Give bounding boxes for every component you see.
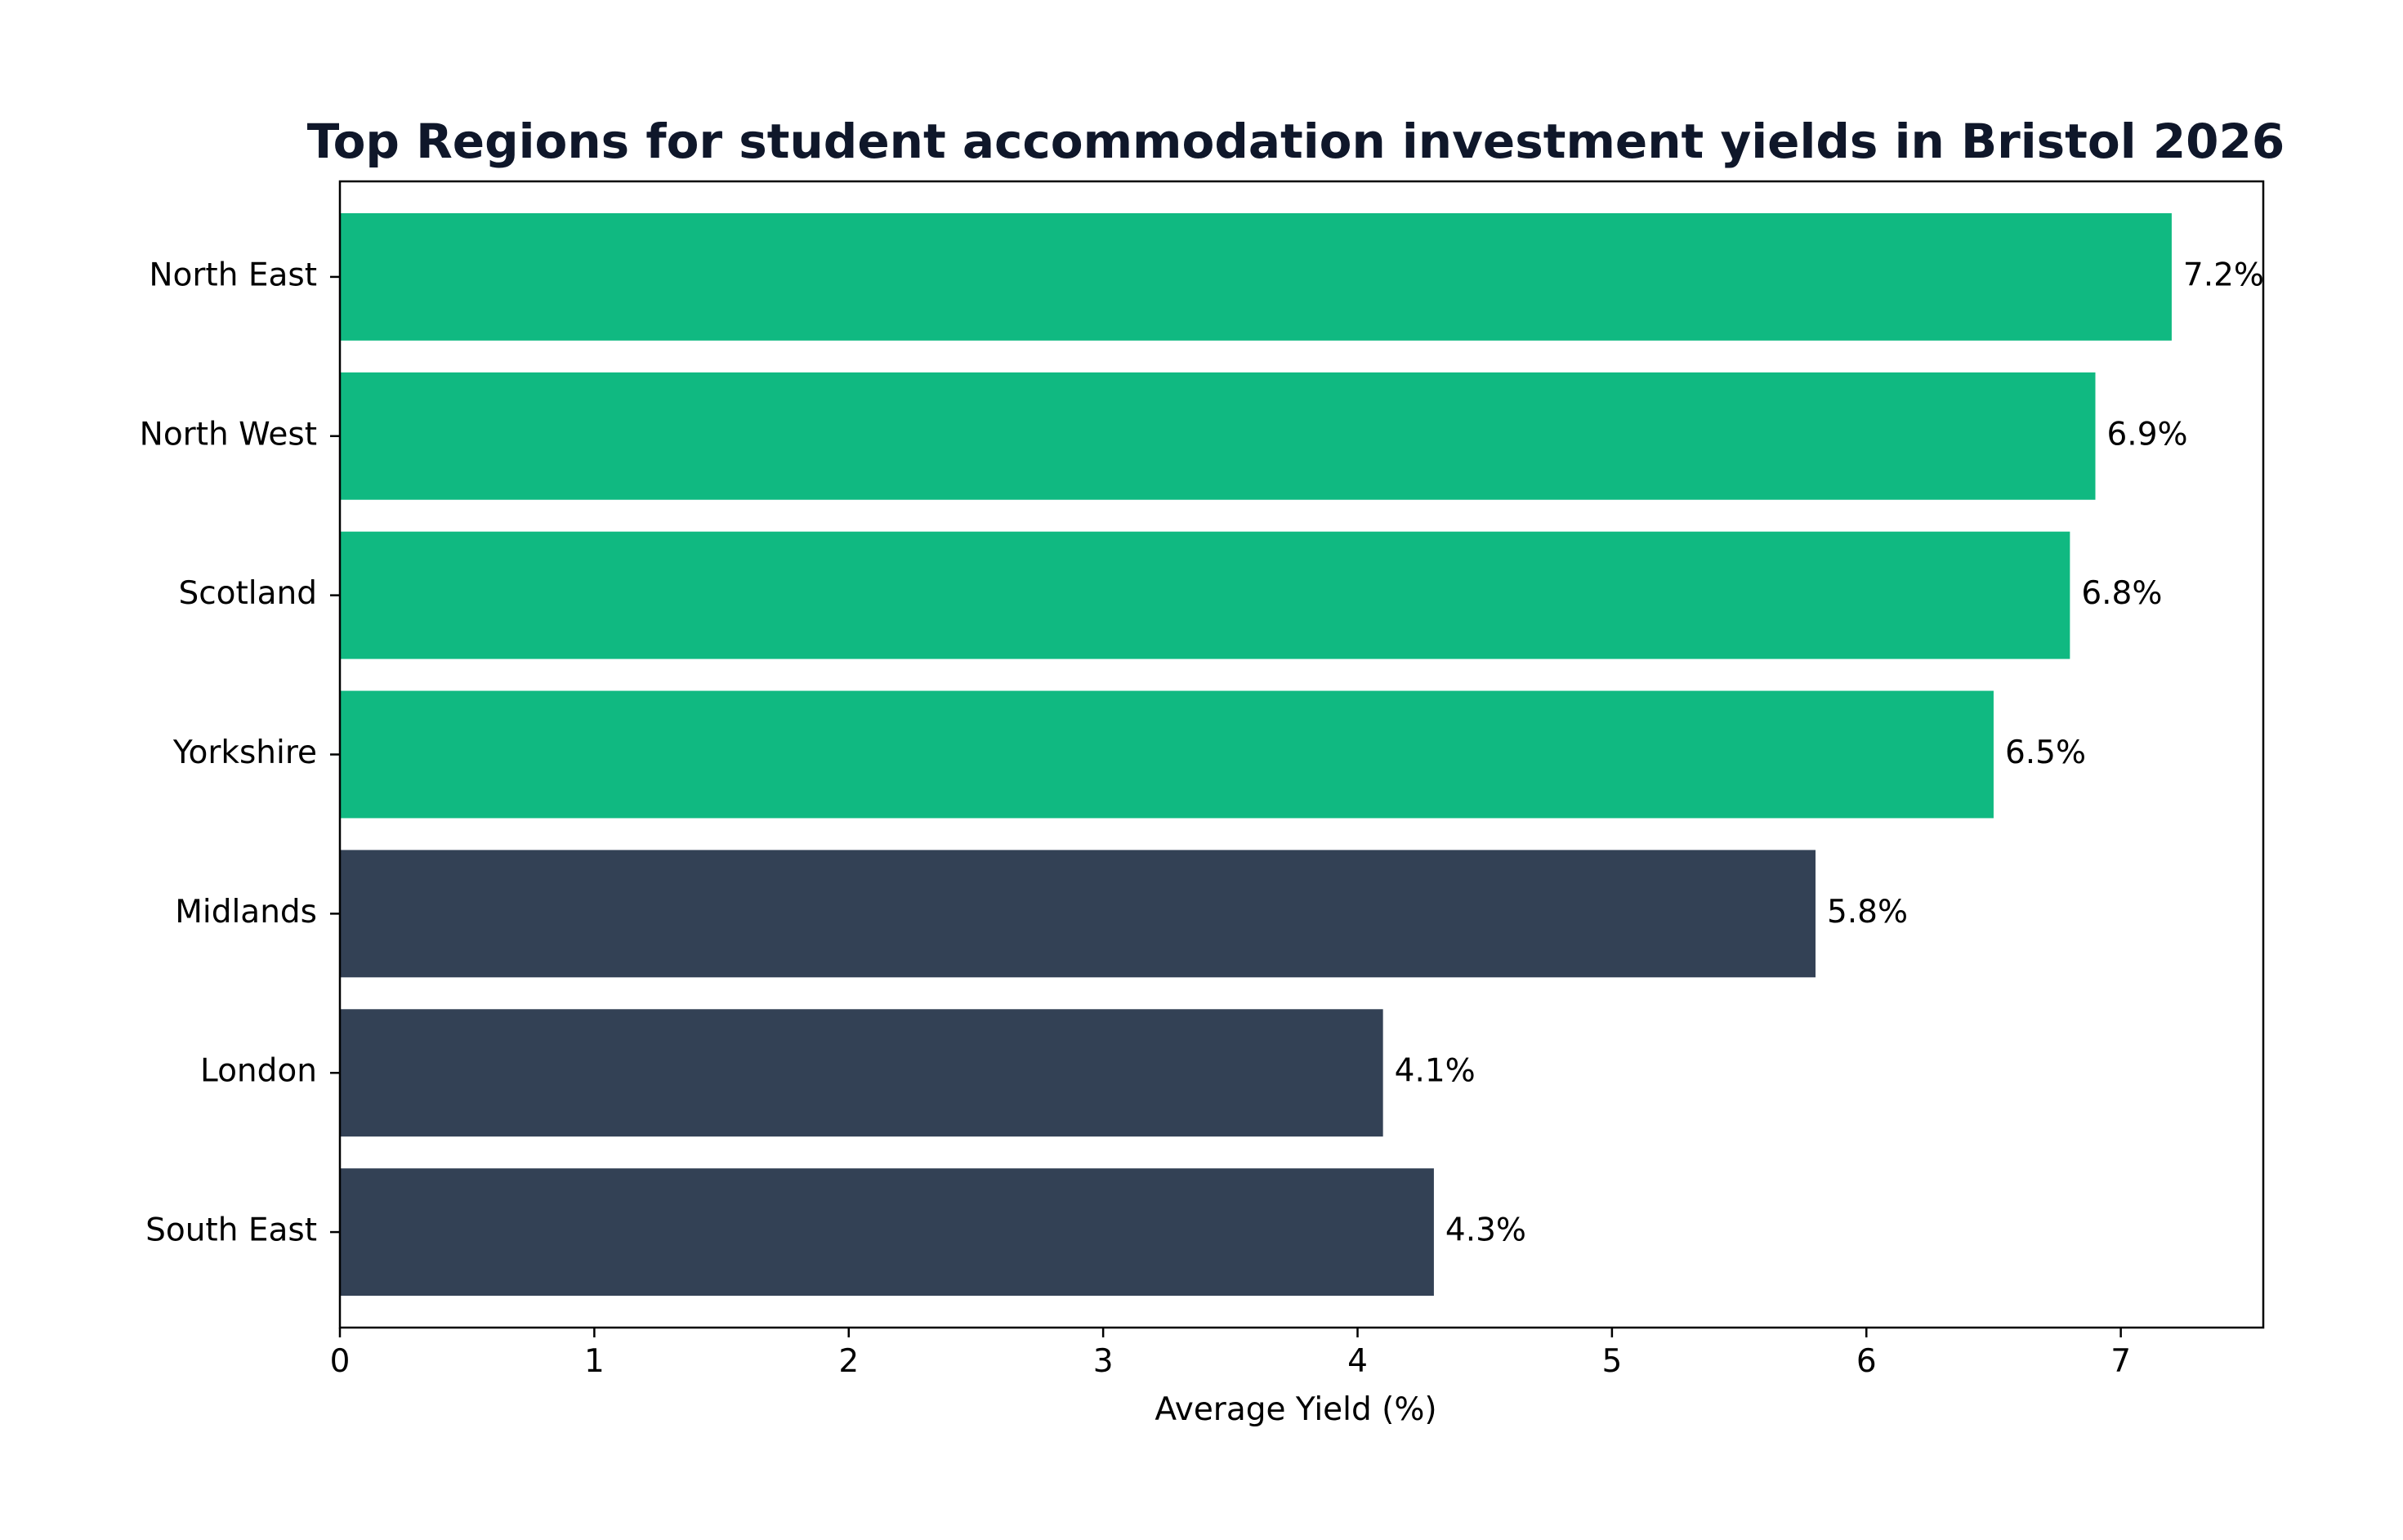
bar-midlands	[340, 850, 1816, 978]
data-label-south-east: 4.3%	[1445, 1212, 1526, 1249]
x-axis: 0 1 2 3 4 5 6 7	[330, 1328, 2131, 1380]
y-tick-label-south-east: South East	[145, 1212, 317, 1249]
bar-south-east	[340, 1168, 1434, 1297]
y-tick-label-north-east: North East	[149, 257, 317, 293]
data-label-north-west: 6.9%	[2106, 416, 2187, 453]
bar-north-west	[340, 372, 2096, 500]
bar-scotland	[340, 531, 2070, 659]
x-tick-label-7: 7	[2110, 1343, 2131, 1380]
bar-yorkshire	[340, 690, 1994, 819]
data-label-midlands: 5.8%	[1827, 894, 1908, 931]
x-tick-label-0: 0	[330, 1343, 351, 1380]
plot-frame	[338, 180, 2265, 1329]
data-label-london: 4.1%	[1395, 1053, 1476, 1090]
data-labels-layer: 7.2% 6.9% 6.8% 6.5% 5.8% 4.1% 4.3%	[1395, 257, 2264, 1248]
y-tick-label-north-west: North West	[140, 416, 317, 453]
x-tick-label-5: 5	[1601, 1343, 1622, 1380]
y-axis: North East North West Scotland Yorkshire Mid…	[140, 257, 340, 1249]
chart-title: Top Regions for student accommodation in…	[307, 114, 2285, 169]
y-tick-label-midlands: Midlands	[175, 894, 317, 931]
y-tick-label-yorkshire: Yorkshire	[172, 734, 317, 771]
y-tick-label-scotland: Scotland	[178, 575, 317, 612]
data-label-north-east: 7.2%	[2183, 257, 2264, 293]
bar-london	[340, 1009, 1383, 1137]
data-label-scotland: 6.8%	[2081, 575, 2162, 612]
x-tick-label-6: 6	[1856, 1343, 1877, 1380]
x-tick-label-1: 1	[584, 1343, 605, 1380]
bar-north-east	[340, 212, 2172, 341]
x-tick-label-2: 2	[838, 1343, 859, 1380]
bars-layer	[340, 212, 2172, 1297]
data-label-yorkshire: 6.5%	[2005, 734, 2086, 771]
x-tick-label-3: 3	[1093, 1343, 1114, 1380]
y-tick-label-london: London	[200, 1053, 317, 1090]
x-tick-label-4: 4	[1347, 1343, 1368, 1380]
x-axis-label: Average Yield (%)	[1155, 1391, 1436, 1428]
